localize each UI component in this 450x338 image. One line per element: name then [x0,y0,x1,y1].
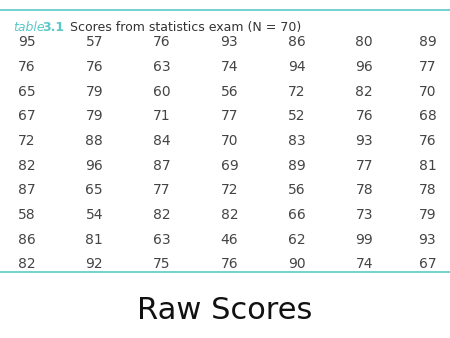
Text: 87: 87 [18,183,36,197]
Text: 95: 95 [18,35,36,49]
Text: table: table [14,21,45,33]
Text: 93: 93 [220,35,238,49]
Text: Raw Scores: Raw Scores [137,296,313,325]
Text: 65: 65 [18,84,36,99]
Text: 89: 89 [418,35,436,49]
Text: Scores from statistics exam (N = 70): Scores from statistics exam (N = 70) [70,21,301,33]
Text: 76: 76 [220,257,238,271]
Text: 68: 68 [418,109,436,123]
Text: 79: 79 [86,109,103,123]
Text: 70: 70 [418,84,436,99]
Text: 46: 46 [220,233,238,247]
Text: 92: 92 [86,257,103,271]
Text: 57: 57 [86,35,103,49]
Text: 60: 60 [153,84,171,99]
Text: 86: 86 [288,35,306,49]
Text: 78: 78 [356,183,373,197]
Text: 96: 96 [356,60,373,74]
Text: 63: 63 [153,60,171,74]
Text: 86: 86 [18,233,36,247]
Text: 76: 76 [86,60,103,74]
Text: 3.1: 3.1 [42,21,64,33]
Text: 72: 72 [18,134,36,148]
Text: 78: 78 [418,183,436,197]
Text: 82: 82 [220,208,238,222]
Text: 52: 52 [288,109,306,123]
Text: 56: 56 [220,84,238,99]
Text: 76: 76 [153,35,171,49]
Text: 63: 63 [153,233,171,247]
Text: 62: 62 [288,233,306,247]
Text: 79: 79 [86,84,103,99]
Text: 67: 67 [18,109,36,123]
Text: 67: 67 [418,257,436,271]
Text: 99: 99 [356,233,373,247]
Text: 76: 76 [18,60,36,74]
Text: 80: 80 [356,35,373,49]
Text: 93: 93 [356,134,373,148]
Text: 75: 75 [153,257,171,271]
Text: 81: 81 [86,233,103,247]
Text: 79: 79 [418,208,436,222]
Text: 93: 93 [418,233,436,247]
Text: 87: 87 [153,159,171,173]
Text: 71: 71 [153,109,171,123]
Text: 77: 77 [418,60,436,74]
Text: 66: 66 [288,208,306,222]
Text: 77: 77 [220,109,238,123]
Text: 82: 82 [356,84,373,99]
Text: 72: 72 [288,84,306,99]
Text: 77: 77 [153,183,171,197]
Text: 69: 69 [220,159,238,173]
Text: 88: 88 [86,134,103,148]
Text: 81: 81 [418,159,436,173]
Text: 74: 74 [220,60,238,74]
Text: 89: 89 [288,159,306,173]
Text: 74: 74 [356,257,373,271]
Text: 94: 94 [288,60,306,74]
Text: 70: 70 [220,134,238,148]
Text: 82: 82 [153,208,171,222]
Text: 58: 58 [18,208,36,222]
Text: 82: 82 [18,159,36,173]
Text: 76: 76 [418,134,436,148]
Text: 54: 54 [86,208,103,222]
Text: 90: 90 [288,257,306,271]
Text: 65: 65 [86,183,103,197]
Text: 72: 72 [220,183,238,197]
Text: 77: 77 [356,159,373,173]
Text: 76: 76 [356,109,373,123]
Text: 73: 73 [356,208,373,222]
Text: 83: 83 [288,134,306,148]
Text: 96: 96 [86,159,103,173]
Text: 56: 56 [288,183,306,197]
Text: 82: 82 [18,257,36,271]
Text: 84: 84 [153,134,171,148]
